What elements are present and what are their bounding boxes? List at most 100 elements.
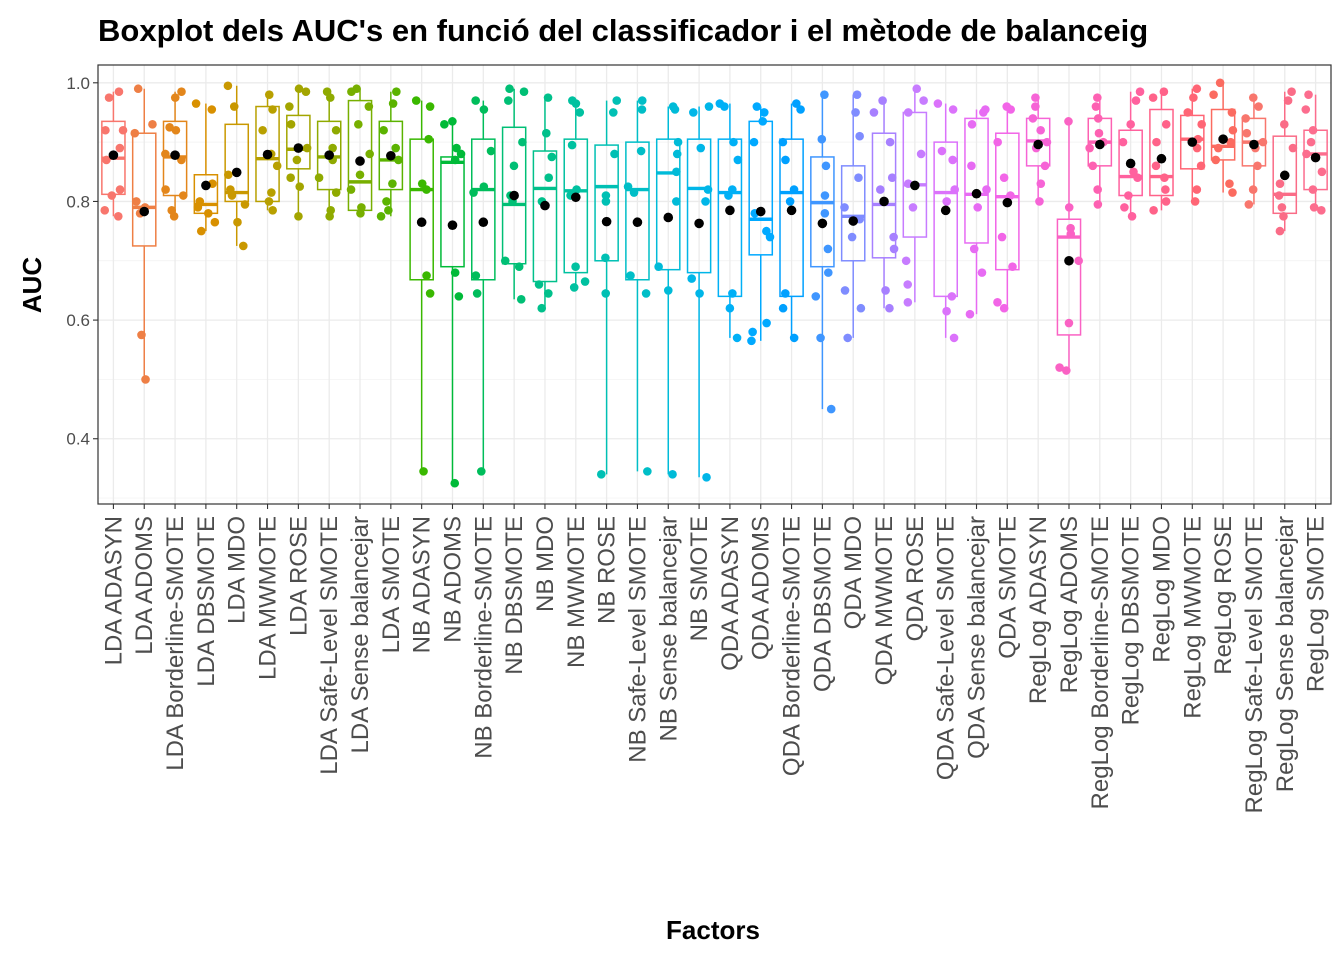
box-rect: [563, 138, 589, 274]
data-point: [519, 87, 529, 96]
data-point: [543, 93, 553, 102]
data-point: [1028, 114, 1038, 123]
data-point: [505, 84, 514, 94]
x-tick-label: NB SMOTE: [686, 516, 713, 641]
data-point: [450, 268, 460, 277]
data-point: [701, 197, 710, 206]
data-point: [547, 152, 557, 162]
data-point: [1242, 128, 1252, 138]
data-point: [778, 303, 788, 313]
data-point: [637, 105, 647, 114]
data-point: [229, 102, 239, 111]
data-point: [1074, 256, 1083, 266]
data-point: [569, 283, 579, 292]
box-rect: [655, 138, 681, 271]
data-point: [965, 309, 975, 319]
data-point: [601, 289, 611, 298]
x-tick-label: LDA Sense balancejar: [347, 516, 374, 754]
data-point: [608, 108, 618, 117]
data-point: [178, 191, 188, 200]
data-point: [294, 211, 303, 221]
data-point: [264, 197, 274, 206]
data-point: [1066, 223, 1075, 233]
box-rect: [532, 150, 558, 283]
data-point: [1254, 102, 1263, 111]
data-point: [1275, 179, 1285, 188]
data-point: [869, 108, 879, 117]
data-point: [816, 333, 825, 343]
data-point: [391, 143, 401, 153]
mean-point: [1002, 197, 1013, 208]
x-tick-label: LDA ADOMS: [131, 516, 158, 655]
data-point: [301, 87, 311, 96]
data-point: [637, 96, 647, 105]
y-axis-title: AUC: [17, 257, 47, 314]
data-point: [104, 93, 114, 102]
mean-point: [1125, 158, 1136, 169]
mean-point: [879, 196, 889, 207]
data-point: [703, 185, 713, 194]
data-point: [448, 117, 457, 126]
box-rect: [409, 138, 434, 281]
mean-point: [910, 180, 920, 191]
data-point: [1211, 155, 1221, 165]
data-point: [889, 244, 899, 254]
data-point: [885, 303, 894, 313]
data-point: [500, 256, 510, 266]
data-point: [687, 274, 696, 283]
data-point: [981, 105, 990, 114]
data-point: [537, 303, 547, 313]
data-point: [130, 128, 140, 138]
data-point: [1308, 125, 1318, 135]
data-point: [477, 467, 486, 476]
data-point: [141, 375, 150, 384]
data-point: [908, 203, 918, 212]
x-tick-label: NB Borderline-SMOTE: [470, 516, 497, 759]
data-point: [610, 149, 619, 159]
data-point: [233, 217, 242, 227]
box-rect: [471, 138, 496, 281]
data-point: [322, 87, 332, 96]
data-point: [1064, 203, 1074, 212]
mean-point: [355, 156, 365, 166]
data-point: [1248, 185, 1258, 194]
box-rect: [224, 123, 250, 203]
data-point: [982, 185, 991, 194]
data-point: [781, 289, 790, 298]
data-point: [1253, 161, 1262, 171]
data-point: [1064, 117, 1073, 126]
mean-point: [478, 217, 489, 228]
data-point: [346, 185, 356, 194]
data-point: [612, 96, 622, 105]
data-point: [1094, 128, 1104, 138]
data-point: [641, 289, 651, 298]
x-tick-label: QDA ROSE: [902, 516, 929, 641]
data-point: [663, 286, 673, 295]
data-point: [1248, 93, 1258, 102]
data-point: [331, 125, 341, 135]
data-point: [672, 197, 681, 206]
data-point: [781, 155, 790, 165]
data-point: [196, 226, 206, 236]
data-point: [696, 143, 706, 153]
mean-point: [1218, 134, 1228, 144]
data-point: [292, 155, 302, 165]
data-point: [847, 232, 857, 242]
y-tick-label: 0.4: [66, 430, 90, 449]
data-point: [388, 99, 398, 108]
box-rect: [1179, 114, 1205, 170]
data-point: [903, 297, 913, 307]
data-point: [264, 90, 274, 99]
mean-point: [540, 200, 550, 211]
data-point: [668, 470, 677, 479]
data-point: [107, 191, 117, 200]
mean-point: [725, 205, 735, 216]
data-point: [811, 292, 821, 301]
data-point: [1209, 90, 1218, 99]
box-rect: [501, 126, 527, 265]
x-axis: LDA ADASYN LDA ADOMS LDA Borderline-SMOTE L…: [100, 504, 1330, 813]
data-point: [1120, 203, 1129, 212]
mean-point: [509, 190, 519, 201]
data-point: [355, 170, 365, 180]
box-rect: [964, 117, 989, 244]
